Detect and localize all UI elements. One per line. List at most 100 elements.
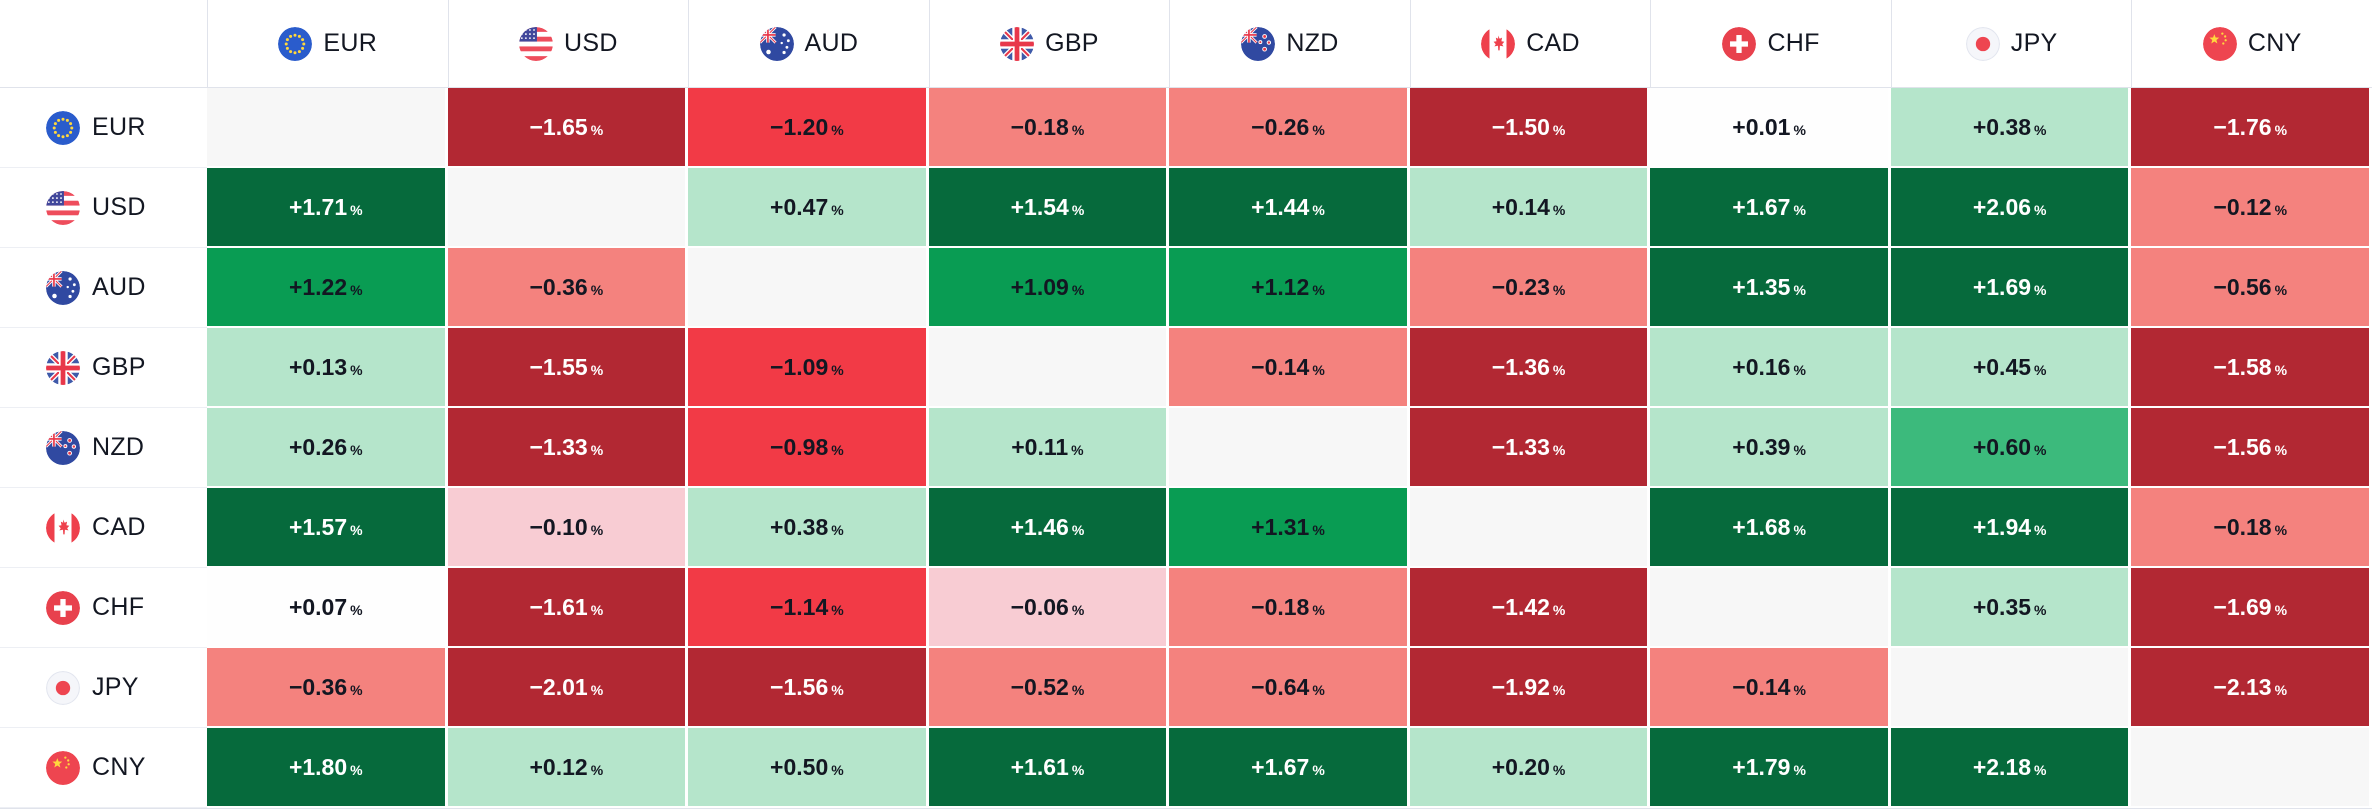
cell-GBP-EUR[interactable]: +0.13% [207, 328, 448, 408]
cell-NZD-EUR[interactable]: +0.26% [207, 408, 448, 488]
cell-GBP-CAD[interactable]: −1.36% [1409, 328, 1651, 408]
cell-CHF-JPY[interactable]: +0.35% [1890, 568, 2132, 648]
cell-CHF-CNY[interactable]: −1.69% [2131, 568, 2372, 648]
col-header-label: NZD [1286, 29, 1339, 57]
cell-JPY-GBP[interactable]: −0.52% [928, 648, 1170, 728]
cell-GBP-NZD[interactable]: −0.14% [1169, 328, 1410, 408]
percent-change-value: +1.67 [1732, 193, 1791, 220]
percent-change-value: −0.52 [1010, 673, 1069, 700]
percent-change-value: −1.33 [529, 433, 588, 460]
cell-AUD-JPY[interactable]: +1.69% [1890, 248, 2132, 328]
cell-value: −1.76% [2213, 114, 2287, 141]
cell-USD-NZD[interactable]: +1.44% [1169, 168, 1410, 248]
cell-AUD-GBP[interactable]: +1.09% [928, 248, 1170, 328]
percent-change-value: +0.20 [1491, 753, 1550, 780]
cell-CAD-JPY[interactable]: +1.94% [1890, 488, 2132, 568]
cell-CNY-AUD[interactable]: +0.50% [688, 728, 929, 808]
cell-AUD-CHF[interactable]: +1.35% [1650, 248, 1891, 328]
percent-sign: % [2274, 601, 2288, 618]
aud-flag-icon [46, 270, 80, 305]
cell-EUR-GBP[interactable]: −0.18% [928, 88, 1170, 168]
percent-sign: % [590, 601, 604, 618]
cell-USD-AUD[interactable]: +0.47% [688, 168, 929, 248]
cell-USD-CHF[interactable]: +1.67% [1650, 168, 1891, 248]
cell-USD-JPY[interactable]: +2.06% [1890, 168, 2132, 248]
cell-CNY-JPY[interactable]: +2.18% [1890, 728, 2132, 808]
cell-CHF-USD[interactable]: −1.61% [447, 568, 689, 648]
cell-JPY-CHF[interactable]: −0.14% [1650, 648, 1891, 728]
cell-CHF-EUR[interactable]: +0.07% [207, 568, 448, 648]
percent-sign: % [590, 361, 604, 378]
cell-GBP-USD[interactable]: −1.55% [447, 328, 689, 408]
cell-CAD-USD[interactable]: −0.10% [447, 488, 689, 568]
cell-AUD-NZD[interactable]: +1.12% [1169, 248, 1410, 328]
cell-NZD-USD[interactable]: −1.33% [447, 408, 689, 488]
cell-JPY-EUR[interactable]: −0.36% [207, 648, 448, 728]
usd-flag-icon [46, 190, 80, 225]
cell-EUR-CAD[interactable]: −1.50% [1409, 88, 1651, 168]
cell-CNY-EUR[interactable]: +1.80% [207, 728, 448, 808]
cell-CNY-CAD[interactable]: +0.20% [1409, 728, 1651, 808]
cell-value: +1.31% [1251, 514, 1325, 541]
cell-USD-EUR[interactable]: +1.71% [207, 168, 448, 248]
cell-CAD-GBP[interactable]: +1.46% [928, 488, 1170, 568]
percent-sign: % [350, 521, 363, 538]
cell-EUR-USD[interactable]: −1.65% [447, 88, 689, 168]
cell-JPY-CNY[interactable]: −2.13% [2131, 648, 2372, 728]
cell-CHF-AUD[interactable]: −1.14% [688, 568, 929, 648]
cell-USD-CAD[interactable]: +0.14% [1409, 168, 1651, 248]
cell-USD-CNY[interactable]: −0.12% [2131, 168, 2372, 248]
cell-EUR-AUD[interactable]: −1.20% [688, 88, 929, 168]
cell-NZD-CAD[interactable]: −1.33% [1409, 408, 1651, 488]
cell-NZD-CNY[interactable]: −1.56% [2131, 408, 2372, 488]
cell-AUD-CAD[interactable]: −0.23% [1409, 248, 1651, 328]
cell-NZD-AUD[interactable]: −0.98% [688, 408, 929, 488]
cell-CNY-NZD[interactable]: +1.67% [1169, 728, 1410, 808]
percent-sign: % [1793, 361, 1806, 378]
percent-sign: % [1071, 201, 1085, 218]
percent-change-value: +1.57 [288, 513, 348, 540]
cell-EUR-CNY[interactable]: −1.76% [2131, 88, 2372, 168]
cell-value: +1.67% [1251, 754, 1325, 781]
cell-AUD-EUR[interactable]: +1.22% [207, 248, 448, 328]
cell-value: −1.33% [530, 434, 604, 461]
cell-JPY-CAD[interactable]: −1.92% [1409, 648, 1651, 728]
percent-change-value: −0.98 [770, 433, 829, 460]
cell-GBP-CNY[interactable]: −1.58% [2131, 328, 2372, 408]
cell-JPY-AUD[interactable]: −1.56% [688, 648, 929, 728]
cell-NZD-GBP[interactable]: +0.11% [928, 408, 1170, 488]
cell-JPY-NZD[interactable]: −0.64% [1169, 648, 1410, 728]
percent-change-value: −0.18 [1251, 593, 1310, 620]
cell-CAD-CNY[interactable]: −0.18% [2131, 488, 2372, 568]
percent-change-value: −1.50 [1491, 113, 1550, 140]
percent-sign: % [1071, 441, 1084, 458]
col-header-GBP: GBP [928, 0, 1170, 88]
cell-GBP-JPY[interactable]: +0.45% [1890, 328, 2132, 408]
cell-GBP-CHF[interactable]: +0.16% [1650, 328, 1891, 408]
cell-CAD-NZD[interactable]: +1.31% [1169, 488, 1410, 568]
percent-sign: % [2274, 521, 2288, 538]
cell-EUR-JPY[interactable]: +0.38% [1890, 88, 2132, 168]
cell-GBP-AUD[interactable]: −1.09% [688, 328, 929, 408]
cell-NZD-CHF[interactable]: +0.39% [1650, 408, 1891, 488]
cell-CAD-AUD[interactable]: +0.38% [688, 488, 929, 568]
cell-CHF-NZD[interactable]: −0.18% [1169, 568, 1410, 648]
cell-EUR-CHF[interactable]: +0.01% [1650, 88, 1891, 168]
cell-CNY-GBP[interactable]: +1.61% [928, 728, 1170, 808]
cell-EUR-NZD[interactable]: −0.26% [1169, 88, 1410, 168]
cell-CNY-CHF[interactable]: +1.79% [1650, 728, 1891, 808]
cell-CAD-CHF[interactable]: +1.68% [1650, 488, 1891, 568]
cell-JPY-USD[interactable]: −2.01% [447, 648, 689, 728]
cell-NZD-JPY[interactable]: +0.60% [1890, 408, 2132, 488]
percent-change-value: +0.12 [529, 753, 588, 780]
cell-CAD-EUR[interactable]: +1.57% [207, 488, 448, 568]
cell-CNY-USD[interactable]: +0.12% [447, 728, 689, 808]
row-header-CNY: CNY [0, 728, 207, 808]
cell-AUD-CNY[interactable]: −0.56% [2131, 248, 2372, 328]
cell-CHF-GBP[interactable]: −0.06% [928, 568, 1170, 648]
cell-CHF-CAD[interactable]: −1.42% [1409, 568, 1651, 648]
cell-AUD-AUD [688, 248, 929, 328]
cell-AUD-USD[interactable]: −0.36% [447, 248, 689, 328]
percent-sign: % [590, 441, 604, 458]
cell-USD-GBP[interactable]: +1.54% [928, 168, 1170, 248]
